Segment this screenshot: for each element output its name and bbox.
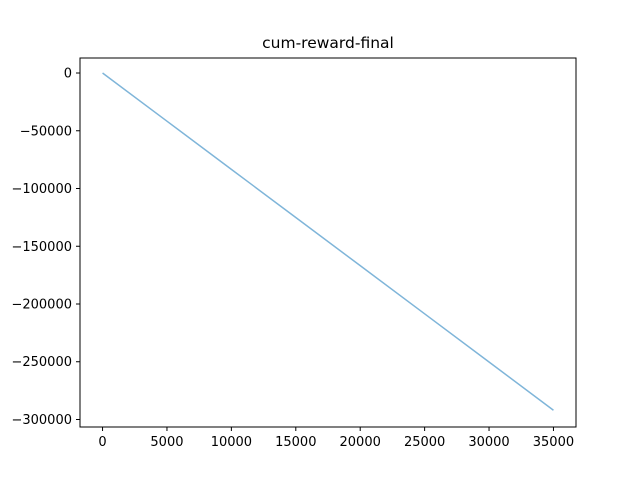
x-tick-label: 25000	[404, 435, 445, 450]
y-tick-label: 0	[64, 67, 72, 82]
y-tick-label: −50000	[20, 124, 72, 139]
x-tick-label: 0	[98, 435, 106, 450]
y-axis: 0 −50000 −100000 −150000 −200000 −250000 −3000…	[11, 67, 80, 428]
y-tick-label: −250000	[11, 355, 72, 370]
y-tick-label: −200000	[11, 298, 72, 313]
x-tick-label: 20000	[340, 435, 381, 450]
y-tick-label: −150000	[11, 240, 72, 255]
x-tick-label: 15000	[275, 435, 316, 450]
x-tick-label: 30000	[468, 435, 509, 450]
x-axis: 0 5000 10000 15000 20000 25000 30000 35000	[98, 427, 574, 450]
series-line-0	[102, 72, 554, 411]
y-tick-label: −300000	[11, 413, 72, 428]
plot-area	[102, 72, 554, 411]
x-tick-label: 5000	[150, 435, 183, 450]
x-tick-label: 10000	[211, 435, 252, 450]
x-tick-label: 35000	[533, 435, 574, 450]
chart-title: cum-reward-final	[262, 34, 394, 52]
axes-frame	[79, 57, 577, 428]
y-tick-label: −100000	[11, 182, 72, 197]
